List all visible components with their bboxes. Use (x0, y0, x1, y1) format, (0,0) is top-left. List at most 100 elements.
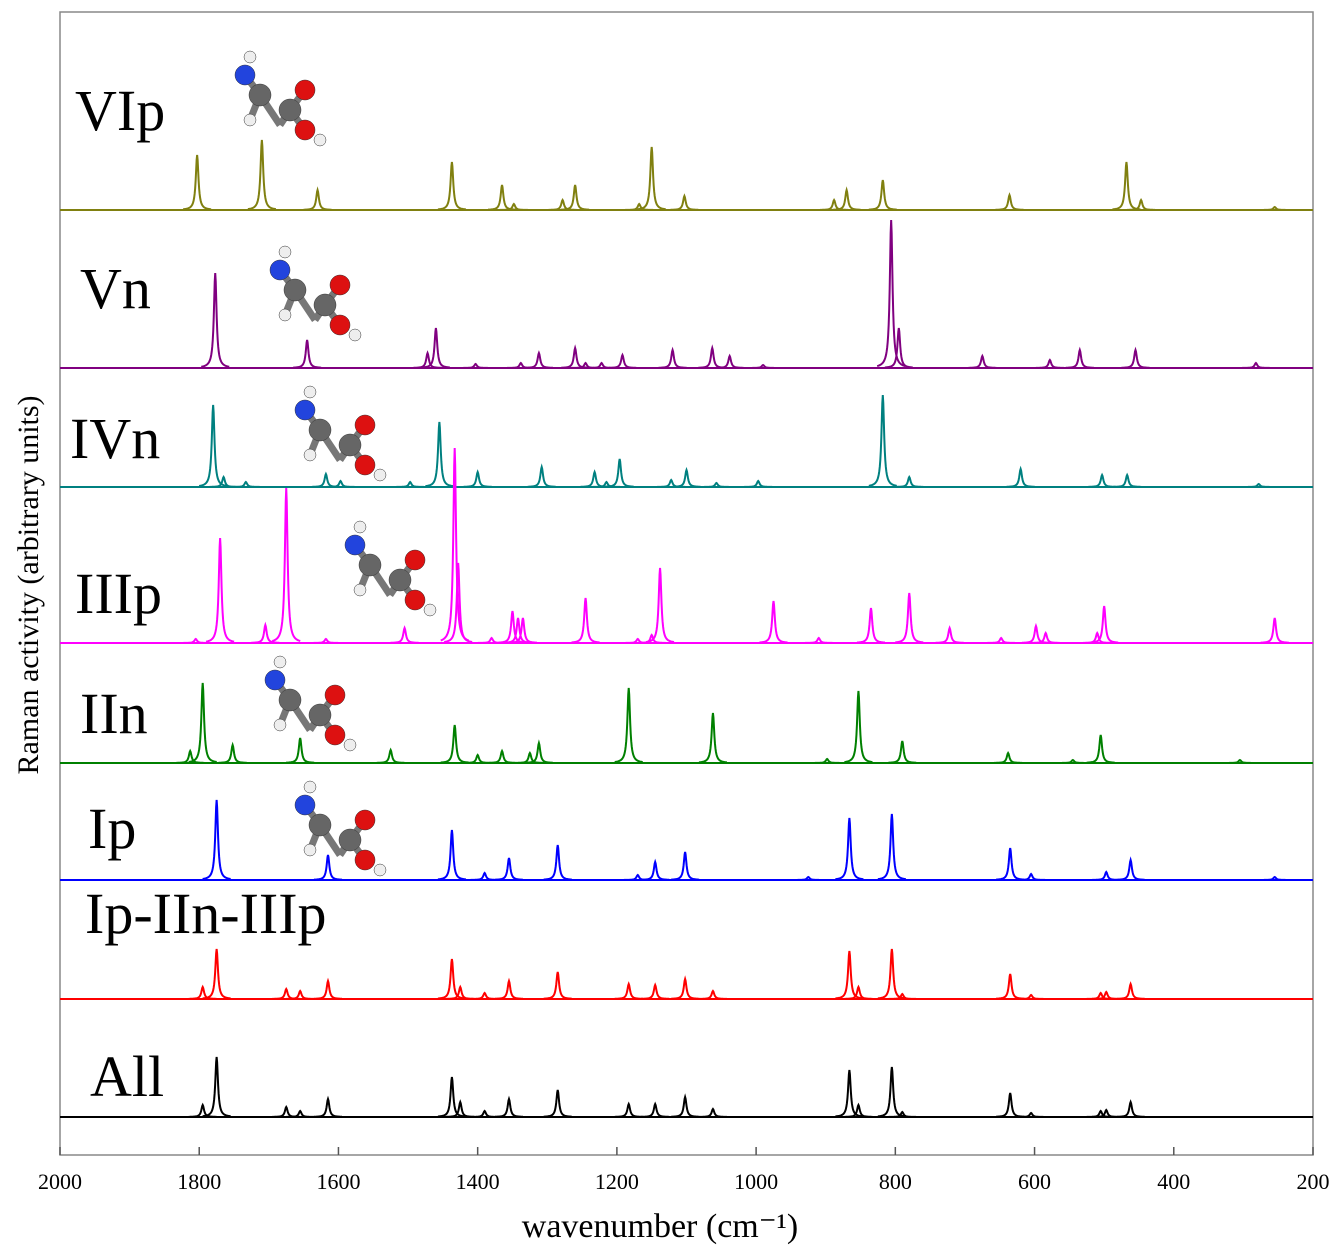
peak (438, 162, 466, 209)
peak (572, 598, 600, 642)
peak (968, 356, 996, 368)
peak (441, 725, 469, 763)
peak (528, 467, 556, 487)
peak (201, 273, 229, 367)
peak (471, 873, 499, 880)
series-label: IIIp (75, 561, 162, 626)
atom (304, 386, 316, 398)
peak (495, 981, 523, 999)
peak (673, 470, 701, 487)
peak (272, 488, 300, 641)
peak (895, 477, 923, 487)
x-tick-label: 1600 (316, 1169, 360, 1194)
series-label: Ip-IIn-IIIp (85, 881, 327, 946)
peak (615, 984, 643, 999)
peak (488, 751, 516, 763)
atom (274, 719, 286, 731)
peak (844, 691, 872, 762)
atom (339, 829, 361, 851)
x-tick-label: 600 (1018, 1169, 1051, 1194)
peak (314, 1099, 342, 1117)
series-label: Ip (88, 796, 136, 861)
peak (895, 593, 923, 642)
peak (699, 991, 727, 999)
atom (295, 120, 315, 140)
peak (219, 745, 247, 763)
peak (544, 972, 572, 999)
x-tick-label: 1800 (177, 1169, 221, 1194)
peak (203, 1057, 231, 1116)
peak (544, 845, 572, 880)
molecule-icon (295, 386, 386, 481)
peak (199, 405, 227, 486)
peak (1117, 860, 1145, 880)
atom (374, 469, 386, 481)
x-tick-label: 200 (1297, 1169, 1330, 1194)
peak (671, 979, 699, 999)
peak (544, 1090, 572, 1117)
atom (244, 51, 256, 63)
peak (878, 814, 906, 879)
peak (314, 855, 342, 880)
peak (377, 750, 405, 763)
peak (671, 1097, 699, 1117)
peak (1112, 162, 1140, 209)
x-axis-label: wavenumber (cm⁻¹) (522, 1208, 798, 1245)
peak (1066, 350, 1094, 368)
molecule-icon (270, 246, 361, 341)
atom (309, 814, 331, 836)
atom (279, 99, 301, 121)
peak (189, 683, 217, 762)
peak (659, 350, 687, 368)
peak (699, 713, 727, 762)
atom (355, 850, 375, 870)
atom (295, 80, 315, 100)
peak (495, 858, 523, 880)
peak (203, 949, 231, 998)
peak (438, 830, 466, 879)
peak (869, 180, 897, 210)
atom (325, 685, 345, 705)
peak (441, 448, 469, 640)
x-tick-label: 800 (879, 1169, 912, 1194)
peak (525, 353, 553, 368)
atom (244, 114, 256, 126)
atom (355, 455, 375, 475)
atom (345, 535, 365, 555)
atom (304, 781, 316, 793)
chart: wavenumber (cm⁻¹) Raman activity (arbitr… (0, 0, 1336, 1247)
molecule-icon (235, 51, 326, 146)
peak (248, 140, 276, 209)
atom (349, 329, 361, 341)
atom (304, 449, 316, 461)
peak (760, 601, 788, 642)
peak (936, 628, 964, 643)
peak (996, 195, 1024, 210)
atom (354, 521, 366, 533)
peak (641, 1104, 669, 1117)
peak (996, 1093, 1024, 1117)
atom (355, 415, 375, 435)
peak (716, 356, 744, 368)
atom (235, 65, 255, 85)
peak (996, 848, 1024, 880)
peak (641, 862, 669, 880)
peak (1121, 350, 1149, 368)
atom (270, 260, 290, 280)
atom (314, 134, 326, 146)
peak (183, 155, 211, 209)
peak (878, 1067, 906, 1116)
peak (1007, 469, 1035, 487)
atom (405, 590, 425, 610)
series-label: All (90, 1044, 164, 1109)
peak (293, 340, 321, 368)
atom (405, 550, 425, 570)
peak (1113, 475, 1141, 487)
peak (878, 949, 906, 998)
x-tick-label: 1000 (734, 1169, 778, 1194)
atom (304, 844, 316, 856)
atom (295, 400, 315, 420)
series-label: VIp (75, 78, 165, 143)
peak (641, 985, 669, 999)
molecule-icon (345, 521, 436, 616)
